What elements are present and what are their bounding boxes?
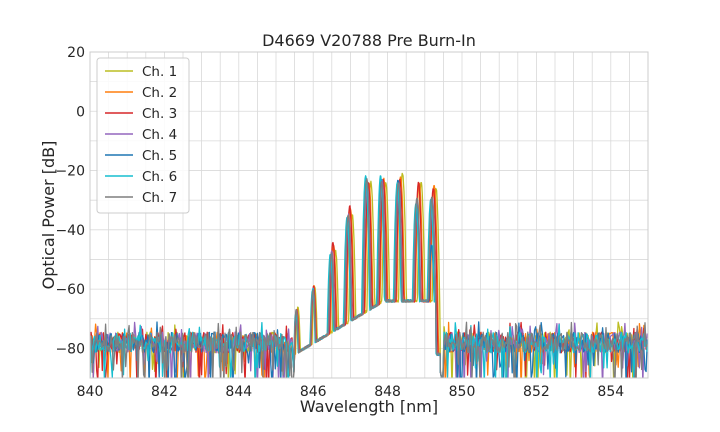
legend: Ch. 1 Ch. 2 Ch. 3 Ch. 4 Ch. 5 Ch. 6 Ch. 7 (96, 57, 190, 214)
x-tick-label: 840 (77, 384, 104, 400)
legend-entry: Ch. 7 (142, 190, 177, 206)
legend-entry: Ch. 5 (142, 148, 177, 164)
series-lines (90, 172, 648, 378)
x-tick-label: 846 (300, 384, 327, 400)
y-tick-label: −40 (55, 223, 85, 239)
y-tick-label: −60 (55, 282, 85, 298)
legend-entry: Ch. 4 (142, 127, 177, 143)
x-tick-label: 854 (597, 384, 624, 400)
legend-entry: Ch. 2 (142, 85, 177, 101)
y-tick-label: −80 (55, 341, 85, 357)
x-tick-label: 848 (374, 384, 401, 400)
series-line-ch-6 (90, 175, 648, 378)
x-tick-labels: 840 842 844 846 848 850 852 854 (77, 384, 625, 400)
legend-entry: Ch. 3 (142, 106, 177, 122)
x-tick-label: 852 (523, 384, 550, 400)
legend-entry: Ch. 6 (142, 169, 177, 185)
legend-entry: Ch. 1 (142, 64, 177, 80)
chart-title: D4669 V20788 Pre Burn-In (262, 31, 476, 50)
y-tick-label: 0 (76, 104, 85, 120)
y-axis-label: Optical Power [dB] (39, 141, 58, 290)
x-tick-label: 850 (449, 384, 476, 400)
series-line-ch-7 (90, 178, 648, 378)
plot-frame (89, 51, 649, 379)
x-axis-label: Wavelength [nm] (300, 397, 438, 416)
x-tick-label: 842 (151, 384, 178, 400)
y-tick-label: −20 (55, 164, 85, 180)
y-tick-labels: −80 −60 −40 −20 0 20 (55, 45, 85, 357)
legend-box (96, 57, 190, 214)
x-tick-label: 844 (225, 384, 252, 400)
y-tick-label: 20 (67, 45, 85, 61)
